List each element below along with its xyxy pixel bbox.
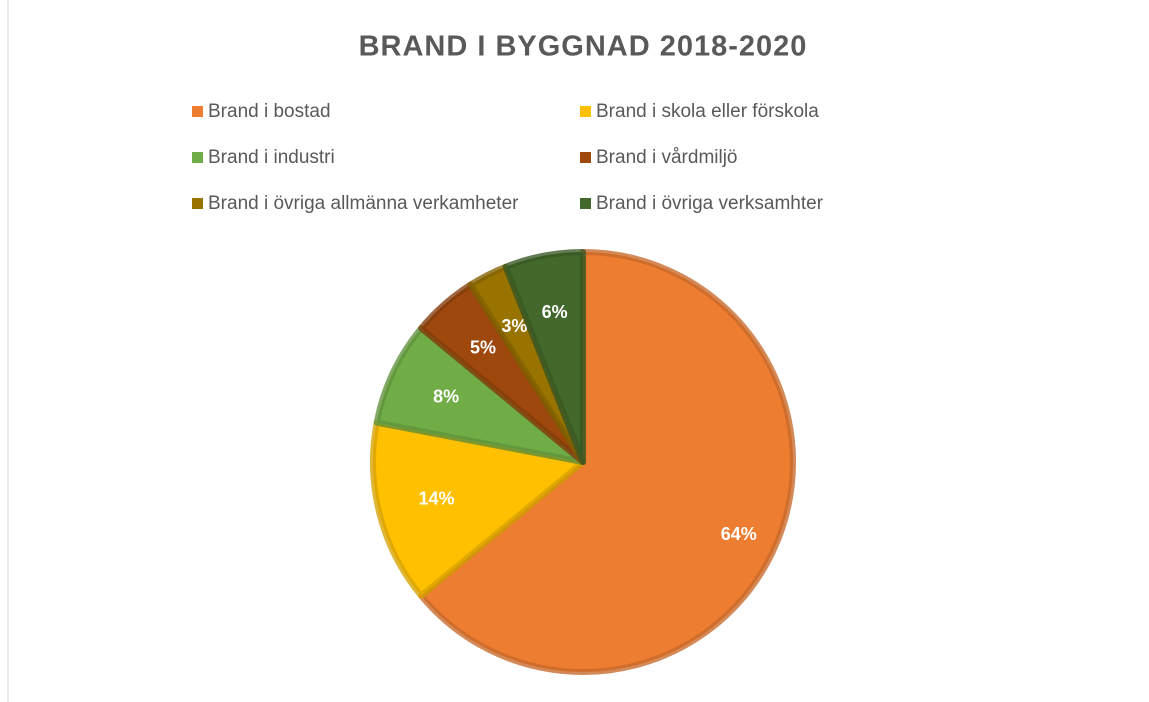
data-label: 5%: [470, 337, 496, 357]
data-label: 8%: [433, 386, 459, 406]
legend-swatch: [192, 198, 203, 209]
pie-slice-edge: [502, 249, 586, 465]
pie-slice-edge: [370, 419, 586, 599]
pie-slice: [418, 249, 796, 675]
data-label: 64%: [721, 524, 757, 544]
chart-title: BRAND I BYGGNAD 2018-2020: [359, 31, 808, 63]
legend-label: Brand i vårdmiljö: [596, 147, 738, 168]
pie-slice-edge: [418, 249, 796, 675]
legend-label: Brand i industri: [208, 147, 335, 168]
pie-slice: [370, 419, 586, 599]
legend-label: Brand i övriga allmänna verkamheter: [208, 193, 519, 214]
legend-swatch: [192, 106, 203, 117]
legend-swatch: [580, 198, 591, 209]
data-label: 14%: [419, 488, 455, 508]
data-label: 6%: [542, 302, 568, 322]
legend-label: Brand i övriga verksamhter: [596, 193, 824, 214]
legend-label: Brand i skola eller förskola: [596, 101, 819, 122]
legend-swatch: [580, 106, 591, 117]
legend-label: Brand i bostad: [208, 101, 331, 122]
legend-swatch: [580, 152, 591, 163]
pie-slice: [502, 249, 586, 465]
legend-swatch: [192, 152, 203, 163]
data-label: 3%: [501, 316, 527, 336]
